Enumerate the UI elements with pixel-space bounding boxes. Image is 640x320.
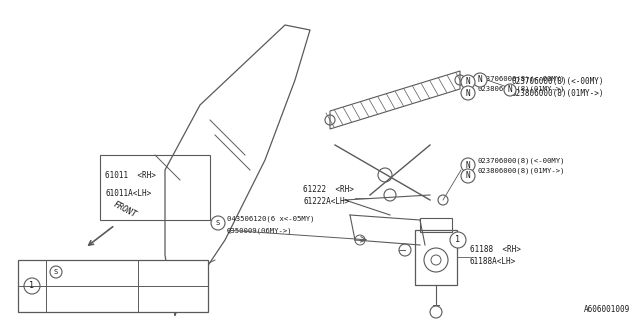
Text: 61222A<LH>: 61222A<LH> bbox=[303, 197, 349, 206]
Text: N: N bbox=[466, 172, 470, 180]
Bar bbox=[420, 218, 452, 232]
Text: 023706000(8)(<-00MY): 023706000(8)(<-00MY) bbox=[477, 157, 564, 164]
Text: (<-03MY): (<-03MY) bbox=[140, 265, 177, 274]
Text: 023706000(8)(<-00MY): 023706000(8)(<-00MY) bbox=[512, 77, 605, 86]
Bar bbox=[100, 155, 210, 220]
Text: 043506120(6 x<-05MY): 043506120(6 x<-05MY) bbox=[227, 216, 314, 222]
Text: N: N bbox=[508, 85, 512, 94]
Text: Q350009(06MY->): Q350009(06MY->) bbox=[227, 228, 292, 235]
Circle shape bbox=[461, 169, 475, 183]
Text: 61222  <RH>: 61222 <RH> bbox=[303, 185, 354, 194]
Text: 1: 1 bbox=[29, 282, 35, 291]
Text: S: S bbox=[216, 220, 220, 226]
Circle shape bbox=[24, 278, 40, 294]
Circle shape bbox=[450, 232, 466, 248]
Circle shape bbox=[211, 216, 225, 230]
Text: N: N bbox=[466, 161, 470, 170]
Text: 1: 1 bbox=[456, 236, 461, 244]
Text: 023806000(8)(01MY->): 023806000(8)(01MY->) bbox=[477, 86, 564, 92]
Bar bbox=[18, 260, 208, 312]
Text: 61188  <RH>: 61188 <RH> bbox=[470, 245, 521, 254]
Circle shape bbox=[504, 84, 516, 96]
Text: 61011  <RH>: 61011 <RH> bbox=[105, 171, 156, 180]
Circle shape bbox=[461, 86, 475, 100]
Text: 61188A<LH>: 61188A<LH> bbox=[470, 257, 516, 266]
Text: (04MY->): (04MY->) bbox=[140, 293, 177, 302]
Text: 61011A<LH>: 61011A<LH> bbox=[105, 188, 151, 197]
Text: N: N bbox=[477, 76, 483, 84]
Bar bbox=[415, 230, 457, 285]
Text: 023806000(8)(01MY->): 023806000(8)(01MY->) bbox=[477, 168, 564, 174]
Circle shape bbox=[473, 73, 487, 87]
Text: 010406100 (8): 010406100 (8) bbox=[64, 265, 124, 274]
Text: A606001009: A606001009 bbox=[584, 305, 630, 314]
Text: FRONT: FRONT bbox=[112, 200, 138, 220]
Circle shape bbox=[50, 266, 62, 278]
Text: N: N bbox=[466, 77, 470, 86]
Text: S: S bbox=[54, 269, 58, 275]
Text: 023806000(8)(01MY->): 023806000(8)(01MY->) bbox=[512, 89, 605, 98]
Circle shape bbox=[461, 158, 475, 172]
Text: M00004: M00004 bbox=[54, 293, 82, 302]
Circle shape bbox=[461, 75, 475, 89]
Text: 023706000(8)(<-00MY): 023706000(8)(<-00MY) bbox=[477, 75, 564, 82]
Text: N: N bbox=[466, 89, 470, 98]
